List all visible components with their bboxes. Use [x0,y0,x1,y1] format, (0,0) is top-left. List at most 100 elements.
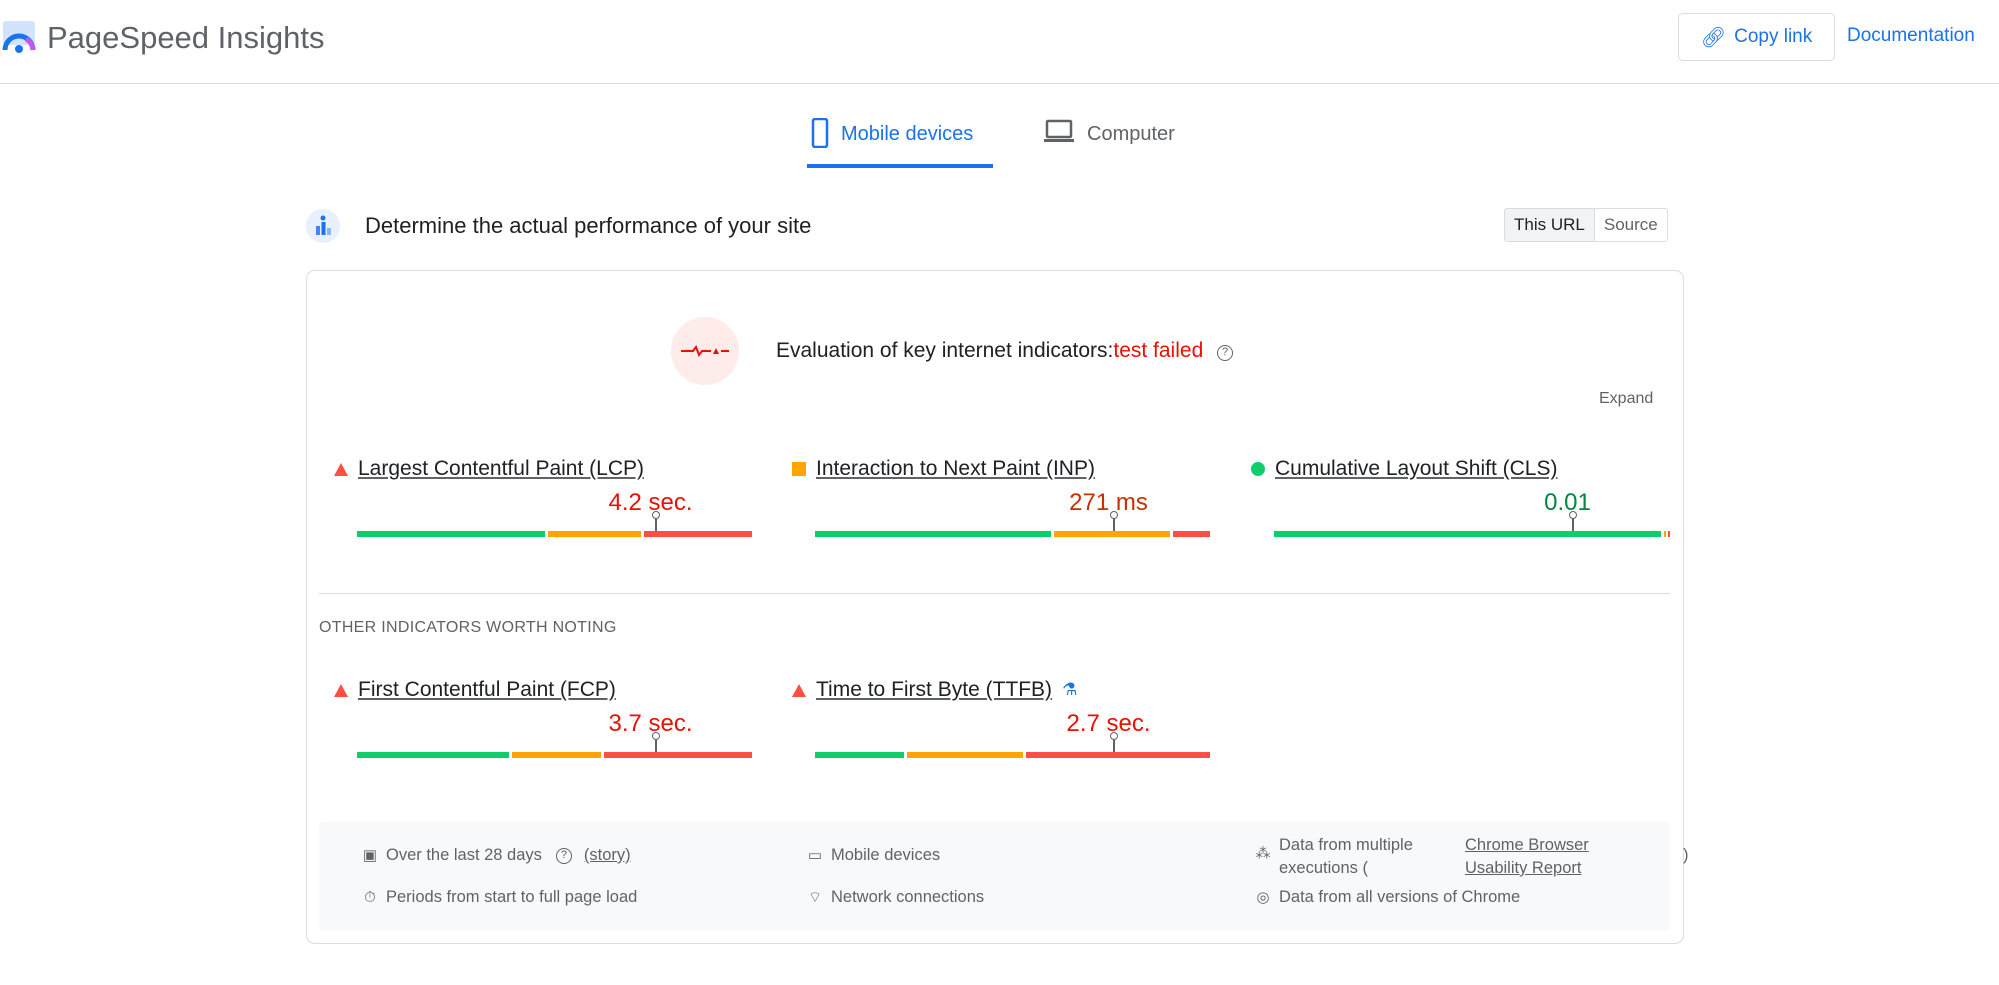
tab-label: Mobile devices [841,123,974,145]
metric-header: Largest Contentful Paint (LCP) [334,457,754,481]
segment-good [815,752,904,758]
distribution-bar [357,511,755,537]
distribution-bar [1274,511,1672,537]
sample-info: ⁂ Data from multiple executions ( Chrome… [1255,834,1689,880]
segment-average [1664,531,1666,537]
poor-status-icon [334,683,348,697]
segment-average [512,752,601,758]
paren-close: ) [1683,846,1689,864]
divider [319,593,1670,594]
experimental-flask-icon: ⚗ [1062,680,1078,699]
segment-good [357,531,546,537]
period-text: Over the last 28 days [386,846,542,864]
data-info-panel: ▣ Over the last 28 days ? (story) ⏱ Peri… [319,822,1689,931]
load-periods: ⏱ Periods from start to full page load [362,888,637,907]
stopwatch-icon: ⏱ [364,888,376,906]
other-metrics-heading: OTHER INDICATORS WORTH NOTING [319,619,617,636]
samples-icon: ⁂ [1255,845,1271,862]
metric-header: Interaction to Next Paint (INP) [792,457,1212,481]
network-icon: ⌔ [807,888,823,906]
p75-marker [651,511,660,531]
assessment-status: test failed [1113,339,1204,362]
section-title: Determine the actual performance of your… [365,213,812,238]
app-title: PageSpeed Insights [47,20,325,55]
metric-value: 0.01 [1544,489,1591,516]
assessment-label: Evaluation of key internet indicators: [776,339,1114,362]
network-text: Network connections [831,888,985,906]
chrome-icon: ◎ [1256,888,1270,906]
devices-icon: ▭ [807,846,823,864]
calendar-icon: ▣ [362,846,378,864]
device-info: ▭ Mobile devices [807,846,940,865]
failed-pulse-icon [671,317,739,385]
metric-name-link[interactable]: Time to First Byte (TTFB) [816,678,1053,701]
p75-marker [1568,511,1577,531]
segment-poor [603,752,752,758]
metric-header: Cumulative Layout Shift (CLS) [1251,457,1671,481]
top-bar: PageSpeed Insights 🔗︎ Copy link Document… [0,0,1999,84]
segment-poor [1025,752,1210,758]
metric-name-link[interactable]: Largest Contentful Paint (LCP) [358,457,644,480]
segment-good [1274,531,1662,537]
tab-computer[interactable]: Computer [1043,118,1175,168]
average-status-icon [792,462,806,476]
metric-inp: Interaction to Next Paint (INP) 271 ms [792,457,1212,557]
segment-good [357,752,510,758]
p75-marker [1109,511,1118,531]
segment-poor [1668,531,1670,537]
toggle-source[interactable]: Source [1603,215,1658,234]
phone-icon [811,118,829,148]
copy-link-button[interactable]: 🔗︎ Copy link [1678,13,1835,61]
sample-text: Data from multiple executions ( [1279,836,1413,877]
metric-fcp: First Contentful Paint (FCP) 3.7 sec. [334,678,754,778]
distribution-bar [815,511,1213,537]
chrome-versions-info: ◎ Data from all versions of Chrome [1255,888,1520,907]
segment-good [815,531,1051,537]
metric-name-link[interactable]: Interaction to Next Paint (INP) [816,457,1095,480]
good-status-icon [1251,462,1265,476]
versions-text: Data from all versions of Chrome [1279,888,1521,906]
crux-report-link[interactable]: Chrome Browser Usability Report [1465,836,1589,877]
tab-mobile-devices[interactable]: Mobile devices [807,118,993,168]
p75-marker [1109,732,1118,752]
metric-name-link[interactable]: First Contentful Paint (FCP) [358,678,616,701]
help-icon[interactable]: ? [555,847,572,864]
poor-status-icon [334,462,348,476]
metric-value: 3.7 sec. [608,710,693,737]
copy-link-label: Copy link [1734,26,1813,47]
segment-poor [1173,531,1210,537]
metric-value: 4.2 sec. [608,489,693,516]
network-info: ⌔ Network connections [807,888,984,907]
story-link[interactable]: (story) [583,846,631,864]
tab-label: Computer [1087,123,1175,145]
metric-value: 2.7 sec. [1066,710,1151,737]
field-data-icon [306,209,340,243]
metric-name-link[interactable]: Cumulative Layout Shift (CLS) [1275,457,1558,480]
expand-button[interactable]: Expand [1599,390,1654,407]
poor-status-icon [792,683,806,697]
metric-cls: Cumulative Layout Shift (CLS) 0.01 [1251,457,1671,557]
metric-header: First Contentful Paint (FCP) [334,678,754,702]
load-text: Periods from start to full page load [386,888,638,906]
help-icon[interactable]: ? [1217,345,1234,361]
segment-average [548,531,641,537]
segment-average [906,752,1023,758]
distribution-bar [357,732,755,758]
distribution-bar [815,732,1213,758]
p75-marker [651,732,660,752]
segment-average [1053,531,1171,537]
laptop-icon [1044,119,1074,142]
metric-header: Time to First Byte (TTFB) ⚗ [792,678,1212,702]
assessment-result: Evaluation of key internet indicators:te… [776,339,1234,363]
metric-lcp: Largest Contentful Paint (LCP) 4.2 sec. [334,457,754,557]
collection-period: ▣ Over the last 28 days ? (story) [362,846,631,865]
assessment-card [306,270,1684,944]
devices-text: Mobile devices [831,846,941,864]
metric-value: 271 ms [1069,489,1148,516]
metric-ttfb: Time to First Byte (TTFB) ⚗ 2.7 sec. [792,678,1212,778]
toggle-this-url[interactable]: This URL [1505,209,1595,241]
pagespeed-logo-icon [2,21,36,53]
documentation-link[interactable]: Documentation [1847,25,1975,46]
url-source-toggle: This URL Source [1504,208,1668,242]
link-icon: 🔗︎ [1700,26,1727,49]
